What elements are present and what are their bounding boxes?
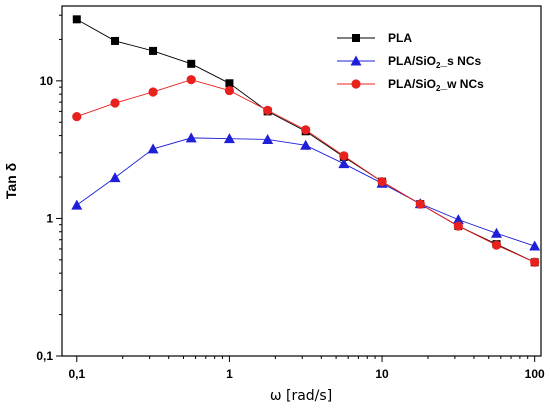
series-line xyxy=(76,79,535,263)
legend: PLA PLA/SiO2_s NCs PLA/SiO2_w NCs xyxy=(337,31,484,93)
data-point xyxy=(529,240,541,251)
data-point xyxy=(185,132,197,143)
legend-marker xyxy=(350,55,362,66)
data-point xyxy=(71,199,83,210)
data-point xyxy=(490,227,502,238)
data-point xyxy=(301,125,311,135)
x-tick-label: 10 xyxy=(375,367,389,381)
legend-item: PLA/SiO2_w NCs xyxy=(337,77,484,93)
series-circle xyxy=(72,75,540,267)
legend-item: PLA xyxy=(337,31,412,45)
legend-marker xyxy=(352,34,360,42)
data-point xyxy=(187,59,196,68)
legend-label: PLA/SiO2_w NCs xyxy=(388,77,484,93)
data-point xyxy=(300,139,312,150)
data-point xyxy=(453,221,463,231)
data-point xyxy=(109,172,121,183)
data-point xyxy=(111,36,120,45)
y-axis-title: Tan δ xyxy=(3,163,19,199)
y-tick-label: 1 xyxy=(46,211,53,225)
data-point xyxy=(415,199,425,209)
legend-label: PLA/SiO2_s NCs xyxy=(388,54,481,70)
data-point xyxy=(262,133,274,144)
data-point xyxy=(72,111,82,122)
x-tick-label: 0,1 xyxy=(68,367,85,381)
legend-marker xyxy=(351,79,361,89)
series-triangle xyxy=(71,132,541,251)
legend-label: PLA xyxy=(388,31,412,45)
x-axis-title: ω [rad/s] xyxy=(270,388,332,404)
data-point xyxy=(149,46,158,55)
data-point xyxy=(147,143,159,154)
data-point xyxy=(110,98,120,108)
data-point xyxy=(452,214,464,225)
data-point xyxy=(338,158,350,169)
axis-ticks: 0,1 1 10 100 0,1 1 10 xyxy=(36,14,545,381)
series-layer xyxy=(71,15,541,267)
y-tick-label: 0,1 xyxy=(36,349,53,363)
data-point xyxy=(72,15,81,24)
data-point xyxy=(148,87,158,97)
data-point xyxy=(491,240,502,250)
data-point xyxy=(339,151,349,161)
data-point xyxy=(186,75,196,85)
plot-frame xyxy=(61,5,542,357)
x-tick-label: 100 xyxy=(525,367,545,381)
data-point xyxy=(377,177,387,187)
data-point xyxy=(223,133,235,144)
data-point xyxy=(225,79,234,88)
y-tick-label: 10 xyxy=(40,74,54,88)
legend-item: PLA/SiO2_s NCs xyxy=(337,54,481,70)
data-point xyxy=(224,85,235,96)
x-tick-label: 1 xyxy=(226,367,233,381)
data-point xyxy=(530,257,540,267)
data-point xyxy=(263,105,273,115)
